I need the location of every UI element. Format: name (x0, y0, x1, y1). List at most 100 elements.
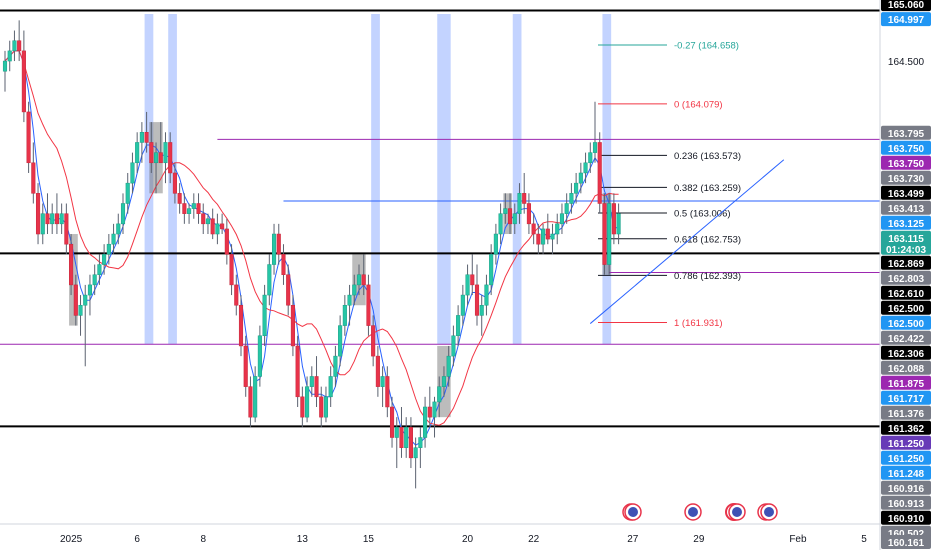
candle-body (493, 233, 498, 255)
candle (130, 152, 135, 194)
candle (375, 345, 380, 397)
price-badge-value: 162.803 (888, 274, 925, 285)
candle-body (305, 386, 310, 418)
candle-body (31, 162, 36, 194)
candle-body (380, 376, 385, 387)
fib-level-label: 0 (164.079) (674, 99, 723, 110)
candle (465, 264, 470, 306)
candle (149, 122, 154, 173)
price-badge-bg (881, 465, 931, 480)
time-tick: 27 (627, 534, 639, 545)
candle (35, 183, 41, 245)
candle (116, 213, 121, 245)
candle (300, 386, 305, 428)
candle-body (21, 50, 26, 113)
price-badge: 162.088 (881, 360, 931, 375)
price-badge: 161.250 (881, 450, 931, 465)
countdown-timer: 01:24:03 (886, 245, 926, 256)
candle (361, 254, 366, 296)
calendar-event-icon[interactable] (728, 503, 746, 521)
candle (295, 335, 300, 407)
candle-body (569, 193, 574, 204)
price-badge-bg (881, 285, 931, 300)
candle (474, 264, 480, 326)
candle (172, 162, 177, 204)
candle (243, 335, 248, 397)
candle-body (319, 396, 324, 418)
price-badge-bg (881, 215, 931, 230)
calendar-event-icon[interactable] (760, 503, 778, 521)
price-badge: 160.910 (881, 510, 931, 525)
candle (597, 132, 602, 214)
price-badge-value: 160.913 (888, 499, 925, 510)
candle (408, 417, 413, 469)
candle (31, 142, 36, 204)
candle (50, 203, 55, 235)
candle (182, 193, 187, 224)
price-badge-bg (881, 125, 931, 140)
candle-body (83, 294, 88, 306)
candle (441, 366, 447, 397)
candle (564, 193, 569, 224)
candle-body (602, 203, 607, 265)
price-badge-bg (881, 375, 931, 390)
candle (338, 315, 343, 367)
fib-level-label: -0.27 (164.658) (674, 40, 739, 51)
candle (97, 254, 102, 285)
candle (125, 172, 130, 214)
candle-body (323, 396, 329, 418)
price-badge-bg (881, 270, 931, 285)
time-tick: 29 (693, 534, 705, 545)
candle-body (281, 254, 286, 275)
price-badge: 164.997 (881, 12, 931, 27)
candle (371, 315, 376, 367)
candle-body (102, 254, 107, 265)
candle (526, 193, 531, 235)
price-badge-bg (881, 185, 931, 200)
price-badge: 162.803 (881, 270, 931, 285)
price-badges: 165.060 164.997 163.795 163.750 163.750 163.7… (881, 0, 931, 549)
price-badge-value: 162.500 (888, 304, 925, 315)
candle (120, 193, 126, 235)
candle-body (375, 355, 380, 387)
calendar-event-icon[interactable] (684, 503, 702, 521)
candle (602, 193, 607, 275)
candle-body (389, 406, 395, 438)
candle-body (555, 223, 560, 235)
candle-body (616, 213, 621, 235)
candle (158, 122, 163, 164)
time-tick: 6 (134, 534, 140, 545)
candle-body (215, 223, 220, 235)
candle (281, 244, 286, 285)
price-badge: 163.750 (881, 140, 931, 155)
price-badge-value: 163.750 (888, 144, 925, 155)
price-badge-bg (881, 535, 931, 549)
candle-body (12, 40, 17, 52)
calendar-event-icon[interactable] (624, 503, 642, 521)
price-badge-bg (881, 255, 931, 270)
candle-body (399, 427, 404, 448)
blue-highlight-zone (371, 14, 380, 344)
event-icons (622, 503, 778, 521)
candle-body (432, 401, 437, 418)
price-badge-bg (881, 300, 931, 315)
blue-highlight-zone (437, 14, 451, 344)
candle (592, 101, 598, 163)
price-badge-bg (881, 390, 931, 405)
price-badge: 163.750 (881, 155, 931, 170)
candle (484, 274, 489, 316)
candle-body (413, 447, 418, 459)
candle-body (408, 427, 413, 459)
fib-level-label: 0.618 (162.753) (674, 234, 741, 245)
candle (102, 244, 107, 275)
price-badge: 163.413 (881, 200, 931, 215)
price-badge-value: 161.248 (888, 469, 925, 480)
candle-body (229, 254, 234, 286)
candle-body (479, 304, 484, 316)
candle-body (559, 213, 565, 225)
candle (323, 386, 329, 423)
candle (229, 244, 234, 296)
